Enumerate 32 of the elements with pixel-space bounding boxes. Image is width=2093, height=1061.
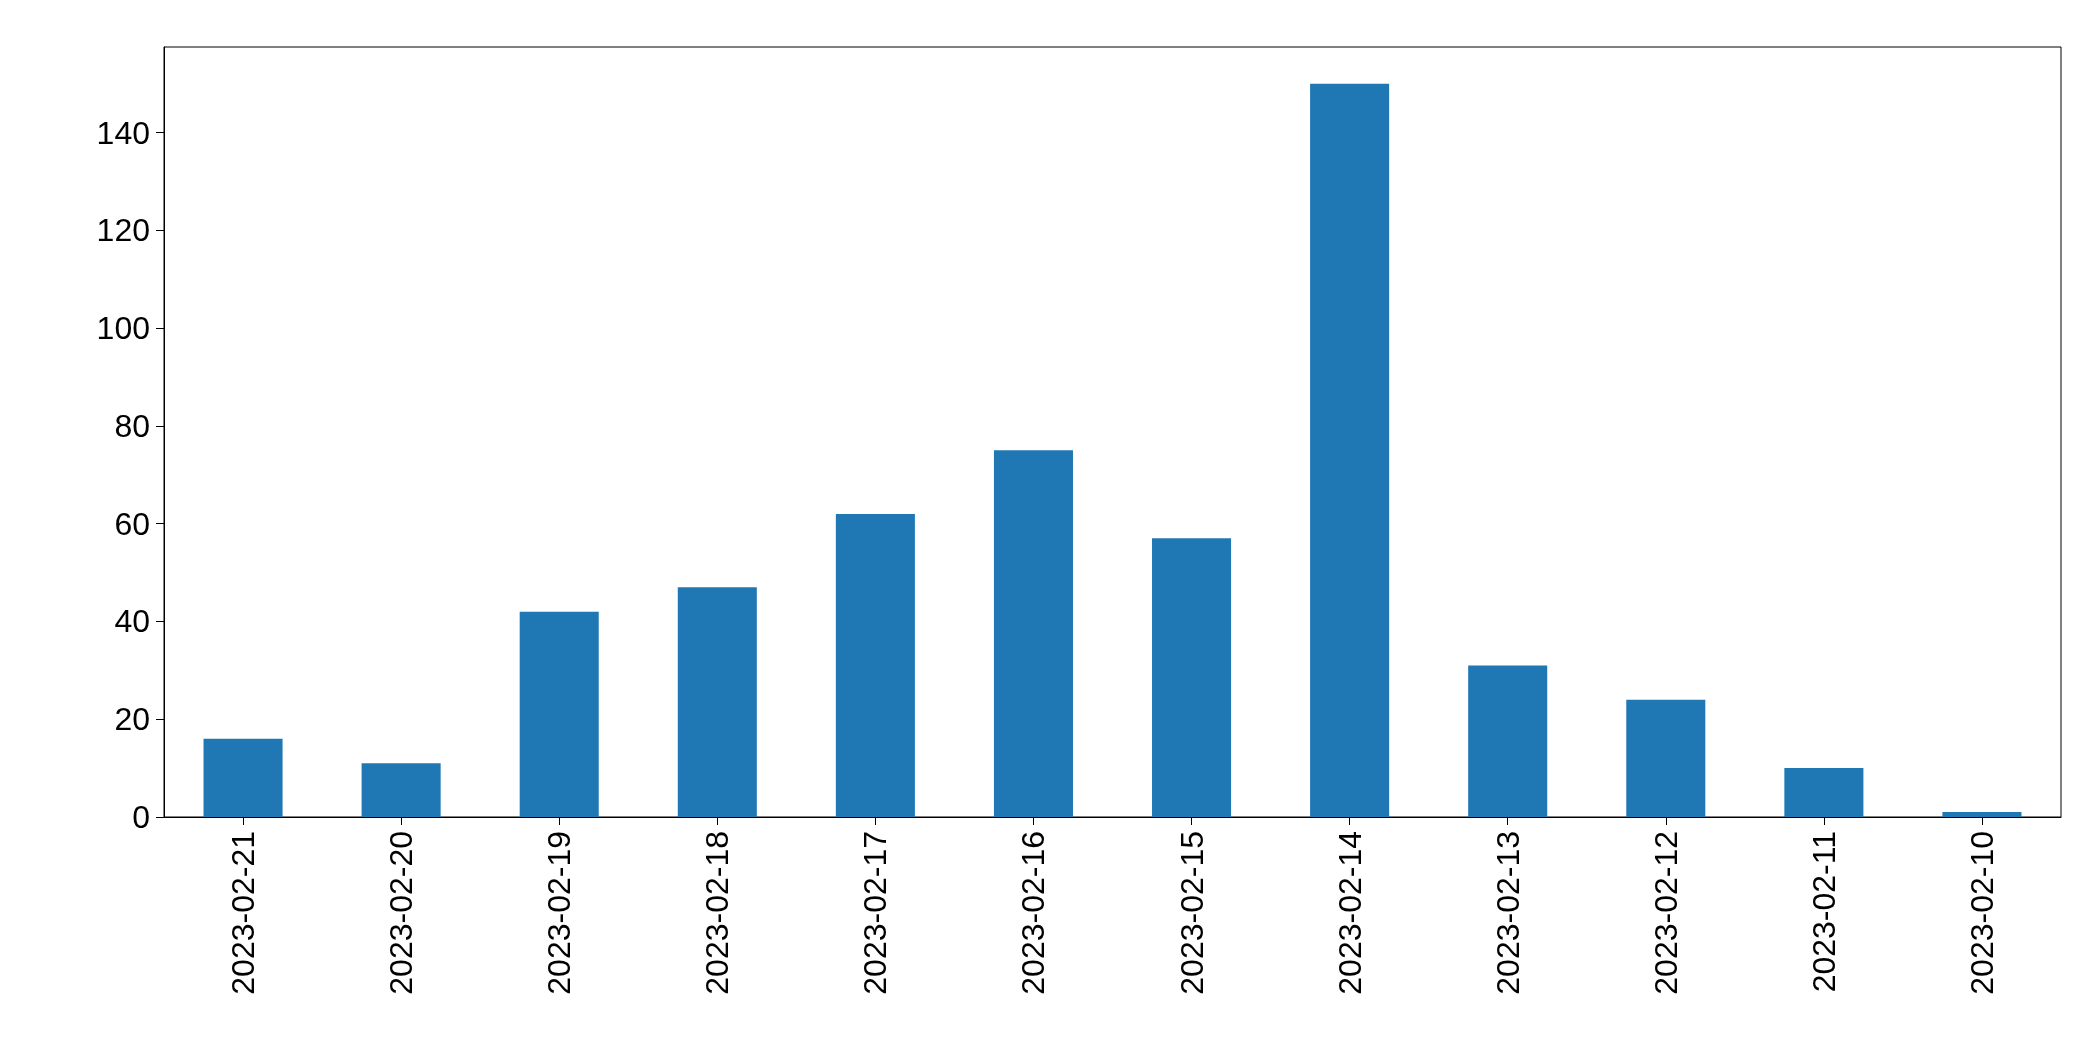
y-tick-label: 40 xyxy=(114,603,150,640)
x-tick-label: 2023-02-20 xyxy=(383,831,420,995)
y-tick-label: 100 xyxy=(96,310,150,347)
x-tick-label: 2023-02-18 xyxy=(699,831,736,995)
x-tick-label: 2023-02-15 xyxy=(1173,831,1210,995)
bar xyxy=(1152,538,1232,817)
y-tick-label: 60 xyxy=(114,505,150,542)
bar xyxy=(361,763,441,817)
x-tick-label: 2023-02-12 xyxy=(1647,831,1684,995)
x-tick-label: 2023-02-13 xyxy=(1489,831,1526,995)
bar xyxy=(519,611,599,817)
bar xyxy=(1784,768,1864,817)
y-tick-label: 20 xyxy=(114,701,150,738)
x-tick-label: 2023-02-19 xyxy=(541,831,578,995)
x-tick-label: 2023-02-16 xyxy=(1015,831,1052,995)
bar xyxy=(1626,699,1706,817)
y-tick-label: 80 xyxy=(114,407,150,444)
x-tick-label: 2023-02-10 xyxy=(1963,831,2000,995)
y-tick-label: 120 xyxy=(96,212,150,249)
bar xyxy=(993,450,1073,817)
x-tick-label: 2023-02-17 xyxy=(857,831,894,995)
bar xyxy=(1310,83,1390,817)
bar xyxy=(835,513,915,817)
bar xyxy=(677,587,757,817)
bar xyxy=(1942,812,2022,817)
x-tick-label: 2023-02-21 xyxy=(225,831,262,995)
x-tick-label: 2023-02-14 xyxy=(1331,831,1368,995)
x-tick-label: 2023-02-11 xyxy=(1805,831,1842,993)
bar xyxy=(1468,665,1548,817)
y-tick-label: 140 xyxy=(96,114,150,151)
y-tick-label: 0 xyxy=(132,799,150,835)
bar xyxy=(203,738,283,817)
